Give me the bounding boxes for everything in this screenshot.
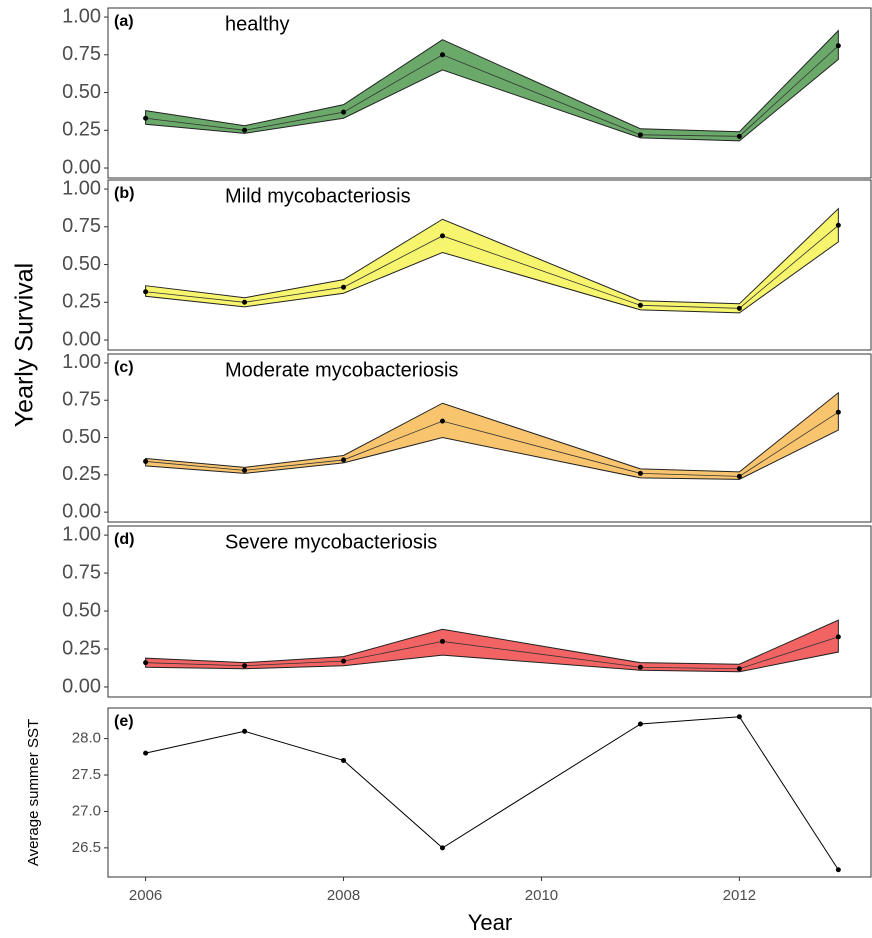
y-tick-label: 0.50: [62, 81, 101, 103]
y-tick-label: 0.50: [62, 253, 101, 275]
point: [835, 43, 841, 49]
point: [242, 467, 248, 473]
point: [242, 127, 248, 133]
y-tick-label: 1.00: [62, 177, 101, 199]
y-tick-label: 0.00: [62, 156, 101, 178]
y-tick-label: 26.5: [72, 839, 101, 856]
panel-label: (e): [114, 713, 134, 730]
point: [143, 660, 149, 666]
point: [637, 132, 643, 138]
y-tick-label: 0.25: [62, 119, 101, 141]
point: [439, 52, 445, 58]
point: [439, 233, 445, 239]
point: [835, 634, 841, 640]
y-tick-label: 27.0: [72, 802, 101, 819]
point: [736, 666, 742, 672]
point: [736, 714, 742, 720]
y-tick-label: 0.50: [62, 426, 101, 448]
point: [637, 664, 643, 670]
point: [835, 222, 841, 228]
y-tick-label: 0.75: [62, 389, 101, 411]
point: [341, 457, 347, 463]
point: [143, 458, 149, 464]
panel-label: (b): [114, 185, 134, 202]
point: [143, 289, 149, 295]
panel-title: Severe mycobacteriosis: [225, 531, 437, 553]
confidence-band: [145, 29, 839, 142]
y-tick-label: 0.75: [62, 561, 101, 583]
y-tick-label: 0.00: [62, 500, 101, 522]
y-tick-label: 0.25: [62, 637, 101, 659]
y-tick-label: 0.75: [62, 43, 101, 65]
confidence-band: [145, 207, 839, 314]
panel-label: (d): [114, 531, 134, 548]
line: [145, 45, 839, 137]
x-axis-title: Year: [468, 910, 512, 935]
point: [439, 418, 445, 424]
point: [736, 305, 742, 311]
point: [835, 867, 841, 873]
point: [439, 638, 445, 644]
point: [242, 299, 248, 305]
y-tick-label: 0.50: [62, 599, 101, 621]
point: [637, 470, 643, 476]
point: [143, 115, 149, 121]
point: [341, 284, 347, 290]
y-tick-label: 1.00: [62, 5, 101, 27]
panel-frame: [107, 525, 872, 698]
point: [637, 721, 643, 727]
panel-title: Moderate mycobacteriosis: [225, 359, 458, 381]
point: [341, 658, 347, 664]
y-tick-label: 0.75: [62, 215, 101, 237]
x-tick-label: 2006: [129, 887, 162, 904]
x-tick-label: 2010: [525, 887, 558, 904]
panel-title: Mild mycobacteriosis: [225, 185, 411, 207]
y-tick-label: 28.0: [72, 730, 101, 747]
point: [835, 409, 841, 415]
point: [736, 473, 742, 479]
panel-label: (c): [114, 359, 134, 376]
panel-frame: [107, 7, 872, 179]
y-axis-title: Yearly Survival: [11, 263, 39, 427]
y-tick-label: 0.00: [62, 675, 101, 697]
y-axis-title: Average summer SST: [25, 719, 42, 866]
y-tick-label: 0.25: [62, 291, 101, 313]
y-tick-label: 0.25: [62, 463, 101, 485]
point: [637, 302, 643, 308]
y-tick-label: 1.00: [62, 523, 101, 545]
y-tick-label: 27.5: [72, 766, 101, 783]
point: [341, 109, 347, 115]
point: [242, 728, 248, 734]
y-tick-label: 1.00: [62, 351, 101, 373]
y-tick-label: 0.00: [62, 328, 101, 350]
confidence-band: [145, 391, 839, 480]
panel-label: (a): [114, 13, 134, 30]
line: [145, 716, 839, 870]
point: [736, 133, 742, 139]
confidence-band: [145, 619, 839, 673]
panel-frame: [107, 707, 872, 878]
point: [439, 845, 445, 851]
x-tick-label: 2008: [327, 887, 360, 904]
point: [143, 750, 149, 756]
point: [341, 757, 347, 763]
x-tick-label: 2012: [723, 887, 756, 904]
point: [242, 663, 248, 669]
panel-title: healthy: [225, 13, 290, 35]
